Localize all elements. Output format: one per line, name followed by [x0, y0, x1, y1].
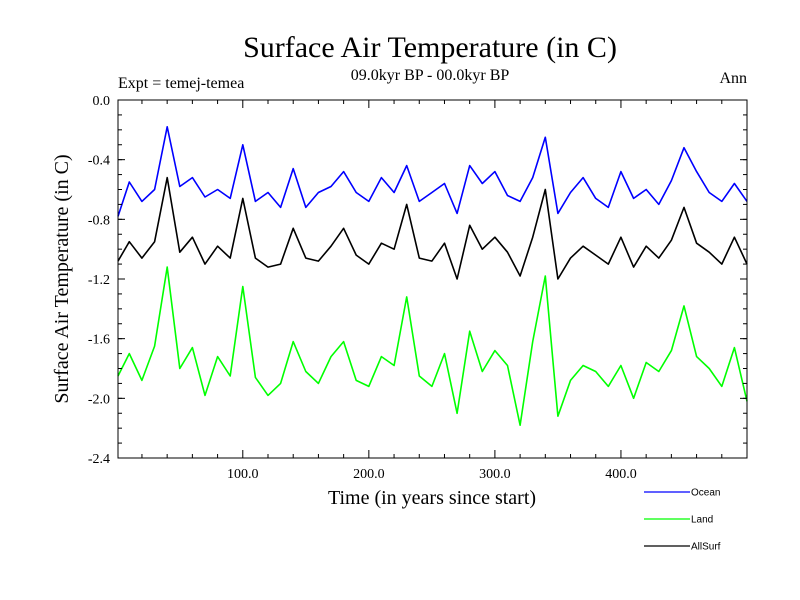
x-tick-label: 200.0 [353, 467, 385, 482]
y-tick-label: 0.0 [93, 94, 111, 109]
legend-label-allsurf: AllSurf [691, 542, 721, 553]
x-tick-label: 300.0 [479, 467, 511, 482]
y-tick-label: -1.2 [88, 273, 110, 288]
season-label: Ann [719, 70, 747, 87]
period-label: 09.0kyr BP - 00.0kyr BP [351, 67, 510, 84]
legend-label-land: Land [691, 515, 713, 526]
x-tick-label: 400.0 [605, 467, 637, 482]
legend: Ocean Land AllSurf [644, 488, 721, 553]
series-line-ocean [117, 126, 748, 217]
y-tick-label: -1.6 [88, 333, 110, 348]
plot-frame [117, 99, 748, 459]
x-axis-label: Time (in years since start) [328, 487, 536, 509]
y-axis-label: Surface Air Temperature (in C) [51, 154, 73, 403]
y-tick-label: -0.4 [88, 154, 110, 169]
series-lines [117, 126, 748, 427]
series-line-allsurf [117, 176, 748, 280]
y-tick-label: -0.8 [88, 213, 110, 228]
chart-title: Surface Air Temperature (in C) [243, 31, 617, 64]
series-line-land [117, 266, 748, 427]
legend-label-ocean: Ocean [691, 488, 720, 499]
y-tick-label: -2.4 [88, 452, 110, 467]
experiment-label: Expt = temej-temea [118, 75, 244, 92]
axis-ticks: 0.0 -0.4 -0.8 -1.2 -1.6 -2.0 -2.4 100.0 200.0 300… [88, 94, 747, 482]
x-tick-label: 100.0 [227, 467, 259, 482]
y-tick-label: -2.0 [88, 392, 110, 407]
